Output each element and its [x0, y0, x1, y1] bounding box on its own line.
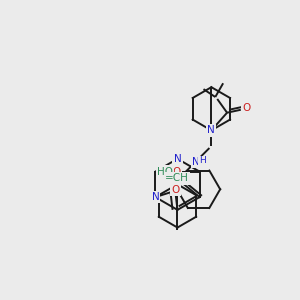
Text: HO: HO: [157, 167, 173, 177]
Text: N: N: [174, 154, 182, 164]
Text: N: N: [208, 125, 215, 135]
Text: H: H: [199, 156, 206, 165]
Text: N: N: [152, 192, 159, 202]
Text: O: O: [173, 167, 181, 177]
Text: O: O: [243, 103, 251, 113]
Text: N: N: [192, 157, 200, 167]
Text: O: O: [171, 185, 180, 195]
Text: =CH: =CH: [165, 173, 189, 184]
